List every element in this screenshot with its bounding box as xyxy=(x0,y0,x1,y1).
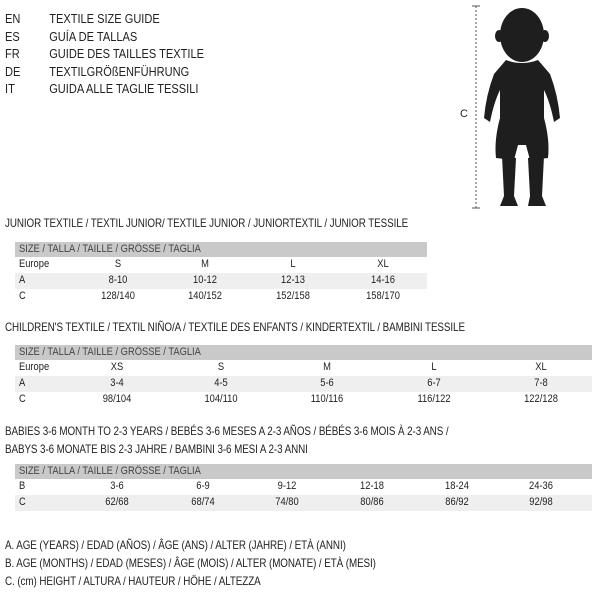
lang-es: ES GUÍA DE TALLAS xyxy=(5,29,138,44)
table-row: Europe XS S M L XL xyxy=(15,360,592,376)
babies-heading-line-2: BABYS 3-6 MONATE BIS 2-3 JAHRE / BAMBINI… xyxy=(5,442,308,456)
table-cell: 80/86 xyxy=(360,496,384,508)
table-cell: SIZE / TALLA / TAILLE / GRÖSSE / TAGLIA xyxy=(19,465,201,477)
row-label: B xyxy=(19,480,26,492)
table-cell: SIZE / TALLA / TAILLE / GRÖSSE / TAGLIA xyxy=(19,346,201,358)
babies-heading-line-1: BABIES 3-6 MONTH TO 2-3 YEARS / BEBÉS 3-… xyxy=(5,424,449,438)
table-row: A 3-4 4-5 5-6 6-7 7-8 xyxy=(15,376,592,392)
table-row: C 62/68 68/74 74/80 80/86 86/92 92/98 xyxy=(15,495,592,511)
table-cell: 116/122 xyxy=(417,393,451,405)
table-row: B 3-6 6-9 9-12 12-18 18-24 24-36 xyxy=(15,479,592,495)
table-cell: 128/140 xyxy=(101,290,135,302)
table-cell: 122/128 xyxy=(524,393,558,405)
lang-de: DE TEXTILGRÖßENFÜHRUNG xyxy=(5,64,190,79)
table-cell: 62/68 xyxy=(105,496,129,508)
table-cell: 12-18 xyxy=(360,480,384,492)
legend-b: B. AGE (MONTHS) / EDAD (MESES) / ÂGE (MO… xyxy=(5,556,376,570)
table-cell: XL xyxy=(535,361,547,373)
junior-size-table: SIZE / TALLA / TAILLE / GRÖSSE / TAGLIA … xyxy=(15,242,427,305)
table-cell: XS xyxy=(110,361,124,373)
table-cell: 3-4 xyxy=(110,377,124,389)
legend-c: C. (cm) HEIGHT / ALTURA / HAUTEUR / HÖHE… xyxy=(5,574,261,588)
children-heading: CHILDREN'S TEXTILE / TEXTIL NIÑO/A / TEX… xyxy=(5,320,465,334)
table-cell: S xyxy=(217,361,225,373)
table-cell: 24-36 xyxy=(529,480,553,492)
table-cell: 6-9 xyxy=(196,480,210,492)
table-cell: 14-16 xyxy=(371,274,395,286)
babies-size-table: SIZE / TALLA / TAILLE / GRÖSSE / TAGLIA … xyxy=(15,464,592,511)
table-cell: 4-5 xyxy=(214,377,228,389)
table-cell: 68/74 xyxy=(191,496,215,508)
table-row: C 98/104 104/110 110/116 116/122 122/128 xyxy=(15,392,592,408)
table-cell: L xyxy=(290,258,296,270)
table-cell: 104/110 xyxy=(204,393,238,405)
table-cell: 8-10 xyxy=(108,274,128,286)
table-row: Europe S M L XL xyxy=(15,257,427,273)
table-cell: 6-7 xyxy=(427,377,441,389)
row-label: Europe xyxy=(19,361,50,373)
table-cell: 18-24 xyxy=(445,480,469,492)
junior-heading: JUNIOR TEXTILE / TEXTIL JUNIOR/ TEXTILE … xyxy=(5,216,409,230)
table-cell: 74/80 xyxy=(275,496,299,508)
row-label: Europe xyxy=(19,258,50,270)
table-cell: 92/98 xyxy=(529,496,553,508)
table-cell: 5-6 xyxy=(320,377,334,389)
table-cell: 140/152 xyxy=(188,290,222,302)
table-cell: 12-13 xyxy=(281,274,305,286)
table-cell: 152/158 xyxy=(276,290,310,302)
height-label: C xyxy=(460,108,468,120)
table-header: SIZE / TALLA / TAILLE / GRÖSSE / TAGLIA xyxy=(15,464,592,479)
table-header: SIZE / TALLA / TAILLE / GRÖSSE / TAGLIA xyxy=(15,242,427,257)
legend-a: A. AGE (YEARS) / EDAD (AÑOS) / ÂGE (ANS)… xyxy=(5,538,346,552)
table-cell: SIZE / TALLA / TAILLE / GRÖSSE / TAGLIA xyxy=(19,243,201,255)
table-cell: XL xyxy=(377,258,389,270)
lang-en: EN TEXTILE SIZE GUIDE xyxy=(5,11,160,26)
table-cell: L xyxy=(431,361,437,373)
table-cell: 158/170 xyxy=(366,290,400,302)
lang-fr: FR GUIDE DES TAILLES TEXTILE xyxy=(5,46,204,61)
table-row: A 8-10 10-12 12-13 14-16 xyxy=(15,273,427,289)
table-cell: S xyxy=(114,258,122,270)
row-label: C xyxy=(19,393,26,405)
table-row: C 128/140 140/152 152/158 158/170 xyxy=(15,289,427,305)
table-cell: 3-6 xyxy=(110,480,124,492)
row-label: C xyxy=(19,290,26,302)
children-size-table: SIZE / TALLA / TAILLE / GRÖSSE / TAGLIA … xyxy=(15,345,592,408)
child-silhouette-figure xyxy=(472,5,560,209)
table-cell: 110/116 xyxy=(310,393,344,405)
table-cell: 86/92 xyxy=(445,496,469,508)
table-cell: M xyxy=(323,361,331,373)
table-cell: 7-8 xyxy=(534,377,548,389)
row-label: C xyxy=(19,496,26,508)
table-cell: M xyxy=(201,258,209,270)
table-cell: 10-12 xyxy=(193,274,217,286)
row-label: A xyxy=(19,274,26,286)
lang-it: IT GUIDA ALLE TAGLIE TESSILI xyxy=(5,81,199,96)
table-header: SIZE / TALLA / TAILLE / GRÖSSE / TAGLIA xyxy=(15,345,592,360)
row-label: A xyxy=(19,377,26,389)
table-cell: 98/104 xyxy=(102,393,132,405)
table-cell: 9-12 xyxy=(277,480,297,492)
